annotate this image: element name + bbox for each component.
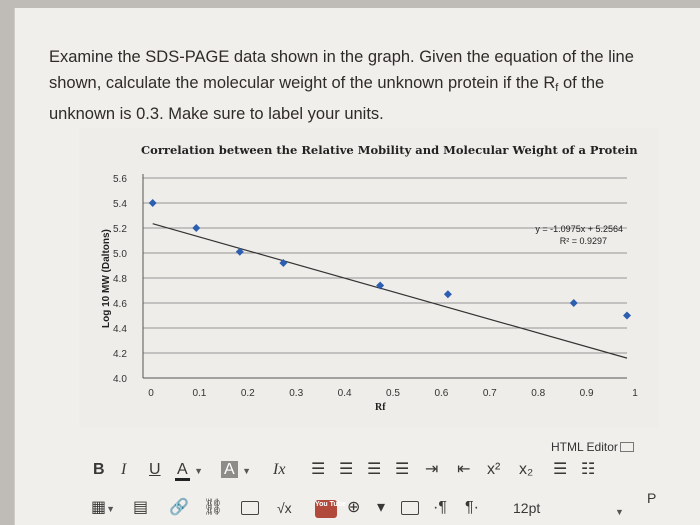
x-tick-label: 0 — [148, 388, 154, 399]
html-editor-icon — [619, 442, 634, 452]
chart-title: Correlation between the Relative Mobilit… — [141, 143, 638, 157]
y-tick-label: 4.6 — [113, 299, 127, 310]
y-tick-label: 4.2 — [113, 349, 127, 360]
y-tick-label: 5.4 — [113, 199, 127, 210]
y-axis-label: Log 10 MW (Daltons) — [101, 229, 112, 328]
document-sheet: Examine the SDS-PAGE data shown in the g… — [14, 8, 700, 525]
math-equation-button[interactable]: √x — [277, 500, 292, 516]
question-line-1: Examine the SDS-PAGE data shown in the g… — [49, 48, 634, 66]
justify-button[interactable]: ☰ — [395, 461, 410, 478]
data-point — [569, 299, 578, 307]
bullet-list-button[interactable]: ☰ — [553, 461, 568, 478]
data-point — [376, 281, 385, 290]
ltr-button[interactable]: ·¶ — [433, 499, 447, 516]
data-point — [235, 247, 244, 256]
data-point — [192, 224, 201, 232]
data-point — [443, 290, 452, 299]
font-size-select[interactable]: 12pt — [513, 500, 541, 516]
clear-format-button[interactable]: Ix — [273, 461, 286, 478]
question-line-2: shown, calculate the molecular weight of… — [49, 74, 605, 94]
data-point — [148, 199, 157, 207]
background-color-icon: A — [221, 461, 238, 478]
html-editor-label: HTML Editor — [551, 440, 634, 454]
trendline-equation: y = -1.0975x + 5.2564 — [535, 224, 623, 234]
image-icon — [241, 500, 259, 515]
chevron-down-icon: ▼ — [242, 466, 252, 476]
y-tick-label: 4.4 — [113, 324, 127, 335]
more-dropdown-icon[interactable]: ▾ — [377, 499, 386, 516]
rtl-button[interactable]: ¶· — [465, 499, 479, 516]
x-tick-label: 0.7 — [483, 388, 497, 399]
x-tick-label: 0.1 — [192, 388, 206, 399]
question-text: Examine the SDS-PAGE data shown in the g… — [49, 44, 649, 127]
y-tick-label: 5.0 — [113, 249, 127, 260]
x-axis-label: Rf — [375, 402, 386, 413]
x-tick-label: 0.6 — [434, 388, 448, 399]
preview-button[interactable] — [401, 498, 419, 518]
chart: Correlation between the Relative Mobilit… — [79, 128, 659, 428]
align-right-button[interactable]: ☰ — [367, 461, 382, 478]
question-line-3: unknown is 0.3. Make sure to label your … — [49, 105, 384, 123]
background-color-button[interactable]: A ▼ — [221, 460, 251, 481]
media-button[interactable]: ▤ — [133, 499, 149, 516]
numbered-list-button[interactable]: ☷ — [581, 461, 596, 478]
paragraph-format-select[interactable]: P — [647, 490, 657, 506]
x-tick-label: 0.5 — [386, 388, 400, 399]
link-icon[interactable]: 🔗 — [169, 499, 189, 516]
underline-button[interactable]: U — [149, 461, 161, 478]
x-tick-label: 0.9 — [580, 388, 594, 399]
editor-toolbar-row-1: B I U A ▼ A ▼ Ix ☰ ☰ ☰ ☰ ⇥ ⇤ x² x₂ ☰ ☷ — [93, 460, 700, 490]
align-center-button[interactable]: ☰ — [339, 461, 354, 478]
r-squared-label: R² = 0.9297 — [560, 236, 607, 246]
italic-button[interactable]: I — [121, 461, 127, 478]
table-button[interactable]: ▦▼ — [91, 499, 116, 516]
editor-toolbar-row-2: ▦▼ ▤ 🔗 ⛓ √x You Tube ⊕ ▾ ·¶ ¶· 12pt ▼ P — [91, 490, 700, 525]
y-tick-label: 4.8 — [113, 274, 127, 285]
trendline — [152, 223, 628, 359]
outdent-button[interactable]: ⇤ — [457, 461, 471, 478]
image-button[interactable] — [241, 498, 259, 518]
x-tick-label: 0.4 — [338, 388, 352, 399]
unlink-icon[interactable]: ⛓ — [203, 499, 224, 516]
y-tick-label: 5.2 — [113, 224, 127, 235]
font-color-button[interactable]: A ▼ — [175, 460, 203, 481]
youtube-icon: You Tube — [315, 500, 346, 518]
y-tick-label: 5.6 — [113, 174, 127, 185]
x-tick-label: 0.3 — [289, 388, 303, 399]
subscript-button[interactable]: x₂ — [519, 461, 534, 478]
font-color-icon: A — [175, 461, 190, 481]
bold-button[interactable]: B — [93, 461, 105, 478]
chart-svg: Correlation between the Relative Mobilit… — [101, 143, 638, 413]
embed-button[interactable]: ⊕ — [347, 499, 361, 516]
superscript-button[interactable]: x² — [487, 461, 501, 478]
y-tick-label: 4.0 — [113, 374, 127, 385]
x-tick-label: 0.8 — [531, 388, 545, 399]
chevron-down-icon[interactable]: ▼ — [615, 507, 624, 517]
align-left-button[interactable]: ☰ — [311, 461, 326, 478]
x-tick-label: 1 — [632, 388, 638, 399]
data-point — [279, 259, 288, 267]
indent-button[interactable]: ⇥ — [425, 461, 439, 478]
x-tick-label: 0.2 — [241, 388, 255, 399]
preview-icon — [401, 500, 419, 515]
chevron-down-icon: ▼ — [194, 466, 204, 476]
data-point — [623, 311, 631, 320]
youtube-button[interactable]: You Tube — [315, 492, 346, 518]
